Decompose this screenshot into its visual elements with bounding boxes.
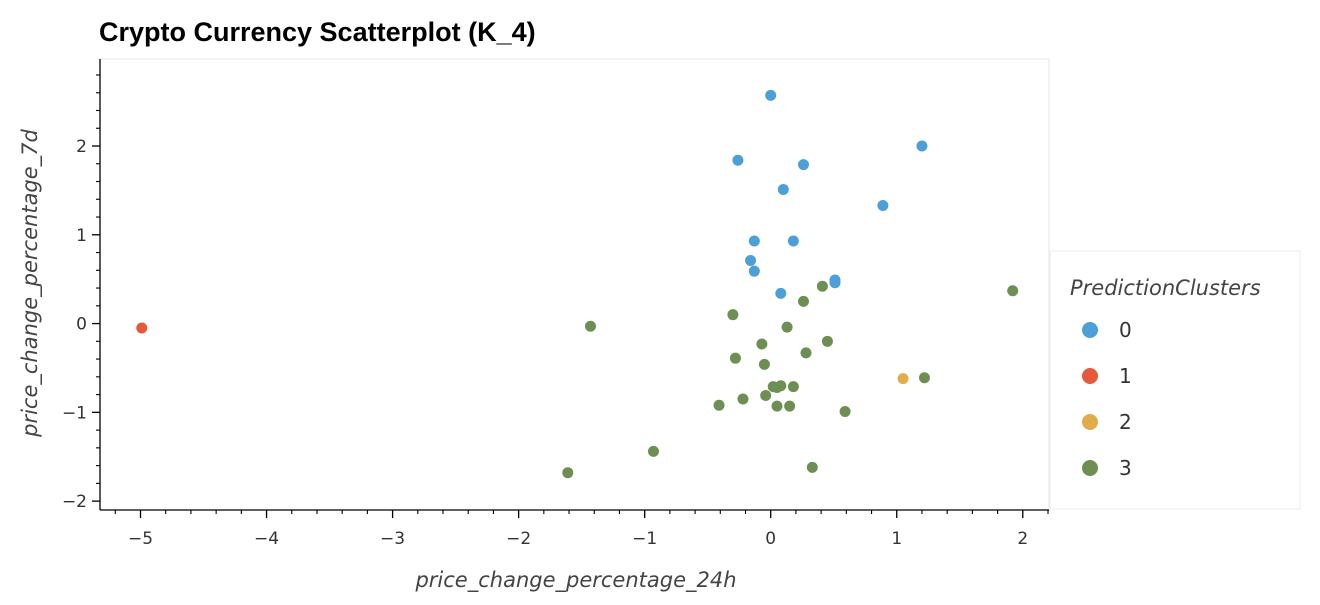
y-tick-label: −2 — [62, 492, 87, 512]
data-point-cluster-1 — [136, 322, 148, 334]
data-point-cluster-3 — [584, 320, 596, 332]
data-point-cluster-3 — [737, 393, 749, 405]
data-point-cluster-3 — [918, 372, 930, 384]
data-point-cluster-0 — [732, 154, 744, 166]
data-point-cluster-3 — [806, 461, 818, 473]
x-tick-label: −4 — [254, 529, 279, 549]
data-point-cluster-0 — [829, 277, 841, 289]
data-point-cluster-3 — [839, 405, 851, 417]
y-axis-label: price_change_percentage_7d — [18, 128, 43, 437]
chart-title: Crypto Currency Scatterplot (K_4) — [99, 17, 536, 47]
x-axis-label: price_change_percentage_24h — [414, 568, 736, 593]
data-point-cluster-2 — [897, 373, 909, 385]
plot-frame — [99, 58, 1050, 511]
legend-label-2: 2 — [1119, 410, 1132, 434]
x-tick-label: 1 — [891, 529, 902, 549]
data-point-cluster-3 — [816, 280, 828, 292]
legend-label-0: 0 — [1119, 318, 1132, 342]
data-point-cluster-3 — [562, 467, 574, 479]
legend-items: 0 1 2 3 — [1082, 318, 1132, 480]
x-tick-label: 0 — [765, 529, 776, 549]
data-point-cluster-3 — [760, 389, 772, 401]
y-axis-ticks: −2 −1 0 1 2 — [62, 74, 100, 512]
legend-marker-3 — [1082, 460, 1098, 476]
data-point-cluster-3 — [797, 295, 809, 307]
x-tick-label: −2 — [506, 529, 531, 549]
data-point-cluster-3 — [756, 338, 768, 350]
y-tick-label: 2 — [76, 137, 87, 157]
y-tick-label: −1 — [62, 403, 87, 423]
legend-marker-1 — [1082, 368, 1098, 384]
legend-label-1: 1 — [1119, 364, 1132, 388]
y-tick-label: 1 — [76, 226, 87, 246]
data-point-cluster-0 — [916, 140, 928, 152]
x-tick-label: −3 — [380, 529, 405, 549]
data-point-cluster-3 — [781, 321, 793, 333]
data-point-cluster-3 — [758, 358, 770, 370]
legend-marker-2 — [1082, 414, 1098, 430]
legend: PredictionClusters 0 1 2 3 — [1049, 250, 1301, 510]
data-point-cluster-3 — [784, 400, 796, 412]
data-point-cluster-3 — [713, 399, 725, 411]
data-point-cluster-3 — [775, 380, 787, 392]
legend-label-3: 3 — [1119, 456, 1132, 480]
data-point-cluster-3 — [729, 352, 741, 364]
data-point-cluster-0 — [787, 235, 799, 247]
data-points — [136, 89, 1019, 479]
data-point-cluster-0 — [777, 184, 789, 196]
data-point-cluster-3 — [647, 445, 659, 457]
y-tick-label: 0 — [76, 315, 87, 335]
data-point-cluster-3 — [727, 309, 739, 321]
data-point-cluster-0 — [748, 235, 760, 247]
data-point-cluster-0 — [775, 287, 787, 299]
x-tick-label: −1 — [632, 529, 657, 549]
data-point-cluster-3 — [800, 347, 812, 359]
data-point-cluster-0 — [748, 265, 760, 277]
data-point-cluster-0 — [765, 89, 777, 101]
data-point-cluster-3 — [1007, 285, 1019, 297]
legend-title: PredictionClusters — [1070, 276, 1261, 300]
data-point-cluster-0 — [877, 199, 889, 211]
data-point-cluster-3 — [821, 335, 833, 347]
data-point-cluster-0 — [797, 159, 809, 171]
data-point-cluster-3 — [787, 381, 799, 393]
data-point-cluster-0 — [745, 255, 757, 267]
data-point-cluster-3 — [771, 400, 783, 412]
x-tick-label: 2 — [1017, 529, 1028, 549]
legend-marker-0 — [1082, 322, 1098, 338]
x-axis-ticks: −5 −4 −3 −2 −1 0 1 2 — [114, 510, 1049, 549]
x-tick-label: −5 — [128, 529, 153, 549]
